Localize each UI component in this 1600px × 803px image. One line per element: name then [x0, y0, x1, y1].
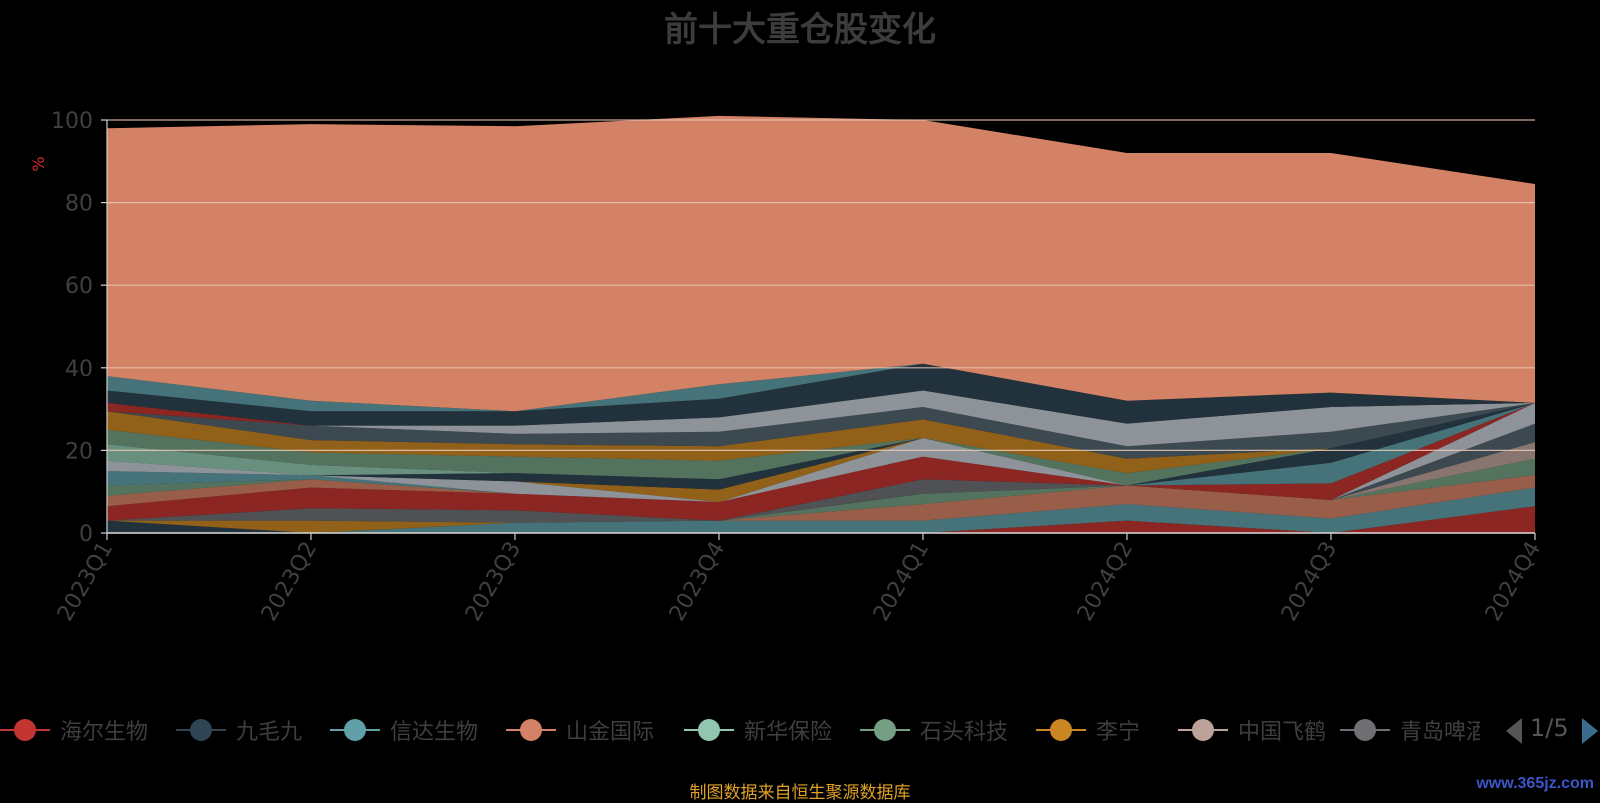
series-area-3	[107, 475, 1535, 533]
legend-label: 石头科技	[920, 720, 1009, 745]
legend-label: 九毛九	[236, 720, 303, 745]
x-tick-label: 2024Q3	[1277, 538, 1342, 626]
series-area-26	[107, 115, 1535, 412]
legend-items: 海尔生物 九毛九 信达生物 山金国际 新华保险 石头科技 李宁 中国飞鹤 青岛啤酒	[0, 712, 1480, 748]
series-area-19	[107, 402, 1535, 486]
y-tick-label: 60	[65, 274, 93, 299]
legend-label: 山金国际	[566, 720, 655, 745]
legend-pager: 1/5	[1500, 712, 1600, 748]
x-tick-label: 2023Q4	[665, 538, 730, 626]
x-tick-label: 2024Q4	[1481, 538, 1546, 626]
y-axis-label: %	[29, 156, 48, 171]
chart-title: 前十大重仓股变化	[664, 10, 936, 50]
x-tick-label: 2024Q1	[869, 538, 934, 626]
legend-item[interactable]: 信达生物	[330, 712, 478, 748]
legend-swatch-icon	[684, 716, 734, 744]
series-area-24	[107, 363, 1535, 426]
legend-next-page-icon[interactable]	[1582, 718, 1598, 744]
series-area-8	[107, 442, 1535, 523]
legend-swatch-icon	[1340, 716, 1390, 744]
series-area-1	[107, 506, 1535, 533]
legend-item[interactable]: 山金国际	[506, 712, 654, 748]
legend-swatch-icon	[330, 716, 380, 744]
legend-item[interactable]: 李宁	[1036, 712, 1140, 748]
series-area-2	[107, 487, 1535, 533]
y-tick-label: 0	[79, 522, 93, 547]
legend: 海尔生物 九毛九 信达生物 山金国际 新华保险 石头科技 李宁 中国飞鹤 青岛啤酒	[0, 712, 1600, 748]
y-tick-label: 40	[65, 357, 93, 382]
series-area-0	[107, 506, 1535, 533]
series-area-22	[107, 390, 1535, 447]
x-tick-label: 2024Q2	[1073, 538, 1138, 626]
legend-label: 海尔生物	[60, 720, 149, 745]
legend-swatch-icon	[0, 716, 50, 744]
source-note: 制图数据来自恒生聚源数据库	[689, 783, 911, 803]
legend-swatch-icon	[176, 716, 226, 744]
series-area-21	[107, 402, 1535, 459]
legend-label: 中国飞鹤	[1238, 720, 1327, 745]
series-area-6	[107, 458, 1535, 533]
legend-item[interactable]: 青岛啤酒	[1340, 712, 1480, 748]
series-area-11	[107, 402, 1535, 521]
legend-item[interactable]: 石头科技	[860, 712, 1008, 748]
series-area-20	[107, 402, 1535, 474]
y-tick-label: 80	[65, 192, 93, 217]
legend-label: 新华保险	[744, 720, 833, 745]
y-tick-label: 20	[65, 439, 93, 464]
legend-label: 李宁	[1096, 720, 1141, 745]
legend-item[interactable]: 中国飞鹤	[1178, 712, 1326, 748]
x-tick-label: 2023Q1	[53, 538, 118, 626]
legend-swatch-icon	[1036, 716, 1086, 744]
legend-prev-page-icon[interactable]	[1506, 718, 1522, 744]
x-tick-label: 2023Q2	[257, 538, 322, 626]
watermark: www.365jz.com	[1476, 775, 1594, 792]
y-tick-label: 100	[51, 109, 93, 134]
legend-item[interactable]: 新华保险	[684, 712, 832, 748]
legend-page-indicator: 1/5	[1530, 714, 1569, 742]
legend-swatch-icon	[860, 716, 910, 744]
legend-label: 青岛啤酒	[1400, 720, 1480, 745]
x-tick-label: 2023Q3	[461, 538, 526, 626]
legend-swatch-icon	[506, 716, 556, 744]
legend-label: 信达生物	[390, 720, 479, 745]
legend-item[interactable]: 九毛九	[176, 712, 302, 748]
legend-swatch-icon	[1178, 716, 1228, 744]
legend-item[interactable]: 海尔生物	[0, 712, 148, 748]
